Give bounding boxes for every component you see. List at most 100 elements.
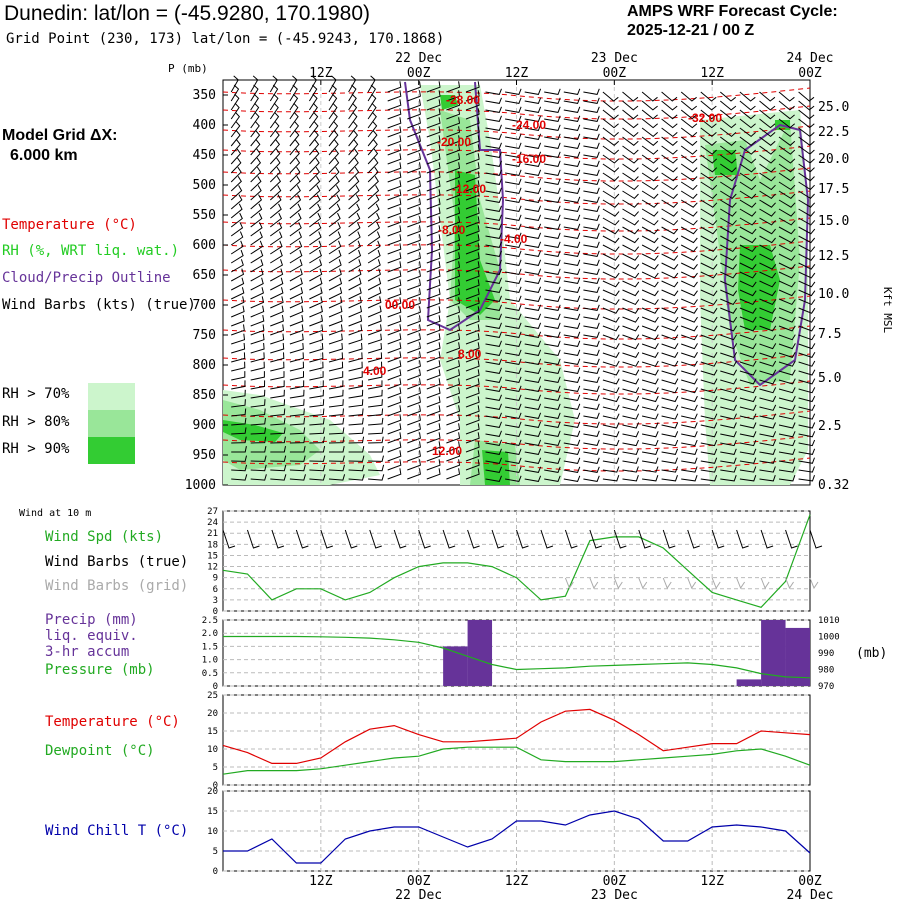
wind-barb (485, 250, 502, 257)
wind-barb (524, 430, 542, 437)
wind-barb (348, 231, 361, 246)
wind-barb (407, 135, 421, 147)
wind-barb (641, 91, 658, 102)
wind-barb (505, 376, 522, 383)
wind-barb (681, 316, 698, 323)
wind-barb (269, 84, 279, 102)
wind-barb (250, 371, 265, 381)
wind-chill-tick: 10 (207, 827, 218, 837)
wind-barb (524, 439, 542, 446)
temp-contour-label: -20.00 (437, 135, 471, 149)
wind-barb (485, 151, 502, 158)
wind-barb (465, 171, 480, 183)
wind-barb (622, 307, 640, 314)
wind-barb (681, 369, 698, 376)
wind-barb (407, 81, 421, 93)
wind-barb (289, 436, 306, 444)
wind-barb (367, 296, 382, 309)
wind-barb (798, 395, 816, 403)
wind-barb (328, 203, 341, 219)
wind-barb (231, 446, 247, 453)
wind-barb (426, 261, 441, 273)
wind-barb (798, 100, 815, 111)
height-tick: 5.0 (818, 371, 841, 386)
wind-barb (798, 404, 816, 411)
wind-barb (798, 316, 816, 323)
wind-barb (328, 371, 344, 381)
wind-barb (230, 240, 244, 255)
wind-barb (661, 422, 679, 429)
wind-barb (778, 280, 796, 288)
wind-barb (544, 88, 561, 95)
wind-barb (426, 117, 441, 129)
wind-barb (778, 100, 795, 111)
wind-barb (739, 413, 757, 420)
wind-barb (348, 111, 358, 129)
wind-barb (426, 297, 441, 309)
wind-barb (348, 436, 365, 444)
wind-barb (367, 268, 381, 282)
wind-barb (622, 466, 639, 473)
wind-barb (270, 315, 284, 327)
wind-barb (289, 474, 306, 481)
wind-barb (426, 270, 441, 282)
wind-barb (720, 395, 738, 403)
wind-barb (602, 369, 620, 376)
wind-barb (739, 280, 757, 288)
wind-speed-tick: 21 (207, 529, 218, 539)
wind-barb (426, 108, 441, 120)
wind-barb (739, 387, 757, 394)
wind-barb (426, 180, 441, 192)
wind-barb (700, 181, 718, 191)
wind-barb (485, 412, 502, 419)
wind-barb (720, 235, 737, 244)
wind-barb (641, 226, 659, 235)
wind-barb (328, 166, 340, 183)
wind-barb (622, 118, 639, 129)
wind-barb (583, 205, 600, 212)
wind-barb (700, 235, 718, 244)
wind-barb (524, 385, 542, 392)
wind-barb (367, 111, 377, 129)
wind-barb (387, 153, 402, 165)
wind-barb (720, 226, 737, 235)
temperature-line (222, 708, 811, 765)
wind-barb (641, 351, 659, 359)
wind-barb (407, 252, 421, 264)
wind-barb (563, 448, 581, 455)
wind-barb (348, 427, 364, 435)
wind-barb (563, 466, 581, 473)
wind-barb (720, 457, 737, 464)
pressure-right-tick: 990 (818, 649, 834, 659)
wind-barb (563, 133, 581, 140)
wind-barb (485, 241, 502, 248)
wind-barb (700, 448, 718, 455)
wind-barb (270, 324, 285, 336)
wind-barb (641, 235, 659, 244)
wind-barb (739, 466, 757, 473)
wind-barb (309, 399, 325, 408)
wind-barb (387, 99, 402, 111)
wind-barb (622, 360, 640, 367)
wind-barb (759, 439, 776, 447)
wind-barb (289, 139, 300, 156)
wind-barb (544, 385, 561, 392)
wind-barb (387, 207, 402, 219)
wind-barb (739, 343, 757, 350)
wind-barb (485, 403, 502, 410)
wind-barb (465, 126, 480, 138)
wind-barb (485, 421, 502, 428)
wind-barb (739, 181, 757, 191)
wind-barb (524, 169, 542, 176)
wind-barb (446, 342, 461, 354)
rh-legend-swatch-2 (88, 437, 135, 464)
wind-barb (524, 304, 542, 311)
wind-barb (739, 262, 757, 270)
wind-barb (368, 436, 384, 444)
wind-barb (524, 277, 542, 284)
wind-barb (446, 351, 461, 363)
wind-barb (250, 315, 265, 327)
wind-barb (465, 270, 480, 282)
wind-barb (778, 475, 796, 482)
wind-barb (407, 369, 421, 381)
